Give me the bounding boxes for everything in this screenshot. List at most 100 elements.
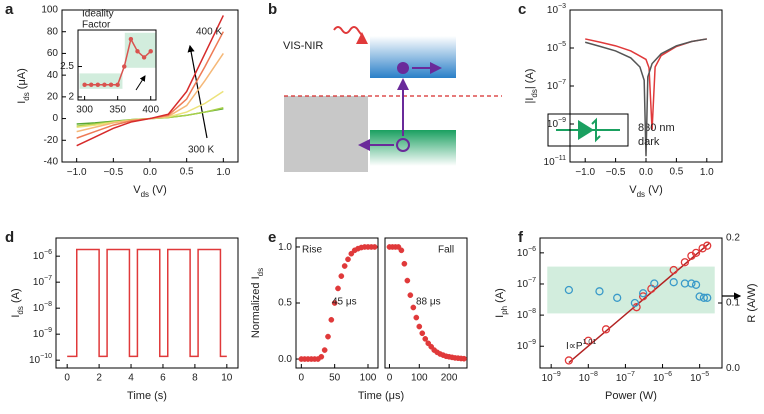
data-point	[321, 347, 328, 353]
light-label: VIS-NIR	[283, 40, 323, 52]
y-tick-label: -40	[44, 157, 59, 168]
y-tick-label: −5	[558, 41, 566, 48]
data-point	[318, 353, 325, 360]
y-axis-label: I	[10, 315, 22, 318]
y-tick-label: −7	[44, 275, 52, 282]
data-point	[345, 256, 351, 263]
x-tick-label: 6	[160, 373, 166, 384]
arrow	[135, 75, 146, 91]
data-point	[650, 279, 659, 288]
annotation: 45 μs	[332, 297, 357, 308]
inset-title: Factor	[82, 20, 111, 31]
y-axis-label: I	[16, 101, 28, 104]
x-tick-label: −5	[701, 371, 709, 378]
x-tick-label: 100	[411, 373, 428, 384]
x-tick-label: 1.0	[216, 167, 230, 178]
x-axis-label: Time (μs)	[358, 390, 404, 402]
y-tick-label: −8	[44, 301, 52, 308]
x-tick-label: 50	[329, 373, 341, 384]
y2-axis-label: R (A/W)	[746, 283, 758, 322]
y-tick-label: 10−8	[33, 301, 52, 314]
y-axis-label: ph	[500, 306, 509, 315]
y-axis-label: (A)	[10, 288, 22, 306]
y-tick-label: −6	[528, 246, 536, 253]
data-point	[82, 82, 87, 88]
data-point	[703, 241, 712, 250]
y-axis-label: |Ids| (A)	[524, 69, 539, 104]
x-tick-label: −0.5	[606, 167, 626, 178]
y-tick-label: 10−6	[33, 249, 52, 262]
x-tick-label: 10	[579, 373, 591, 384]
y-tick-label: 1.0	[278, 242, 292, 253]
data-point	[141, 55, 147, 60]
data-point	[669, 265, 678, 275]
x-tick-label: 10	[616, 373, 628, 384]
x-tick-label: 0.0	[143, 167, 157, 178]
x-tick-label: −0.5	[103, 167, 123, 178]
y-tick-label: 10−7	[517, 277, 536, 290]
data-point	[135, 49, 140, 54]
data-point	[331, 300, 338, 306]
diode-symbol	[547, 113, 629, 147]
data-point	[413, 314, 420, 321]
y-tick-label: 10	[33, 277, 45, 288]
data-point	[88, 82, 94, 88]
y-tick-label: 10−9	[33, 327, 52, 340]
y-axis-label: (A)	[494, 288, 506, 306]
x-tick-label: 350	[109, 105, 126, 116]
annotation: Fall	[438, 245, 454, 256]
x-axis-label: Power (W)	[605, 390, 657, 402]
y2-axis-label: R (A/W)	[746, 283, 758, 322]
x-tick-label: −1.0	[67, 167, 87, 178]
y2-tick-label: 0.0	[726, 363, 740, 374]
y-tick-label: 10−7	[33, 275, 52, 288]
x-tick-label: 10−5	[690, 371, 709, 384]
y-tick-label: 10	[29, 355, 41, 366]
y2-tick-label: 0.0	[726, 363, 740, 374]
y-axis-label: |I	[524, 98, 536, 104]
data-point	[398, 247, 405, 254]
data-point	[638, 292, 648, 301]
x-tick-label: 200	[441, 373, 458, 384]
y-tick-label: 2	[68, 92, 74, 103]
x-tick-label: 10−9	[542, 371, 561, 384]
series-line	[76, 15, 225, 147]
x-tick-label: −8	[590, 371, 598, 378]
x-axis-label: V	[133, 184, 141, 196]
data-point	[407, 292, 414, 299]
data-point	[461, 355, 467, 362]
y-axis-label: Normalized Ids	[250, 268, 265, 338]
y-tick-label: 10	[517, 247, 529, 258]
y-tick-label: 80	[47, 26, 59, 37]
y-tick-label: 10−3	[547, 3, 566, 16]
x-axis-label: Vds (V)	[629, 184, 663, 199]
y-tick-label: 40	[47, 70, 59, 81]
y-tick-label: -20	[44, 135, 59, 146]
x-tick-label: 10−8	[579, 371, 598, 384]
data-point	[102, 82, 107, 88]
x-tick-label: 10−6	[653, 371, 672, 384]
x-tick-label: 1.0	[700, 167, 714, 178]
y-axis-label: (μA)	[16, 68, 28, 92]
valence-band	[370, 130, 456, 166]
data-point	[699, 293, 709, 302]
x-tick-label: −0.5	[103, 167, 123, 178]
y-tick-label: 1.0	[278, 242, 292, 253]
arrow	[187, 44, 208, 139]
data-point	[416, 323, 423, 330]
x-axis-label: (V)	[645, 184, 663, 196]
y-tick-label: 10	[547, 81, 559, 92]
x-tick-label: −6	[664, 371, 672, 378]
data-point	[325, 333, 331, 340]
y-tick-label: −7	[558, 79, 566, 86]
legend-label: dark	[638, 136, 660, 148]
x-axis-label: Time (s)	[127, 390, 167, 402]
y-tick-label: 60	[47, 48, 59, 59]
data-point	[148, 49, 153, 54]
conduction-band	[370, 36, 456, 78]
y-tick-label: 10	[517, 310, 529, 321]
x-axis-label: ds	[637, 190, 645, 199]
x-tick-label: 10	[542, 373, 554, 384]
y-tick-label: −11	[555, 155, 566, 162]
